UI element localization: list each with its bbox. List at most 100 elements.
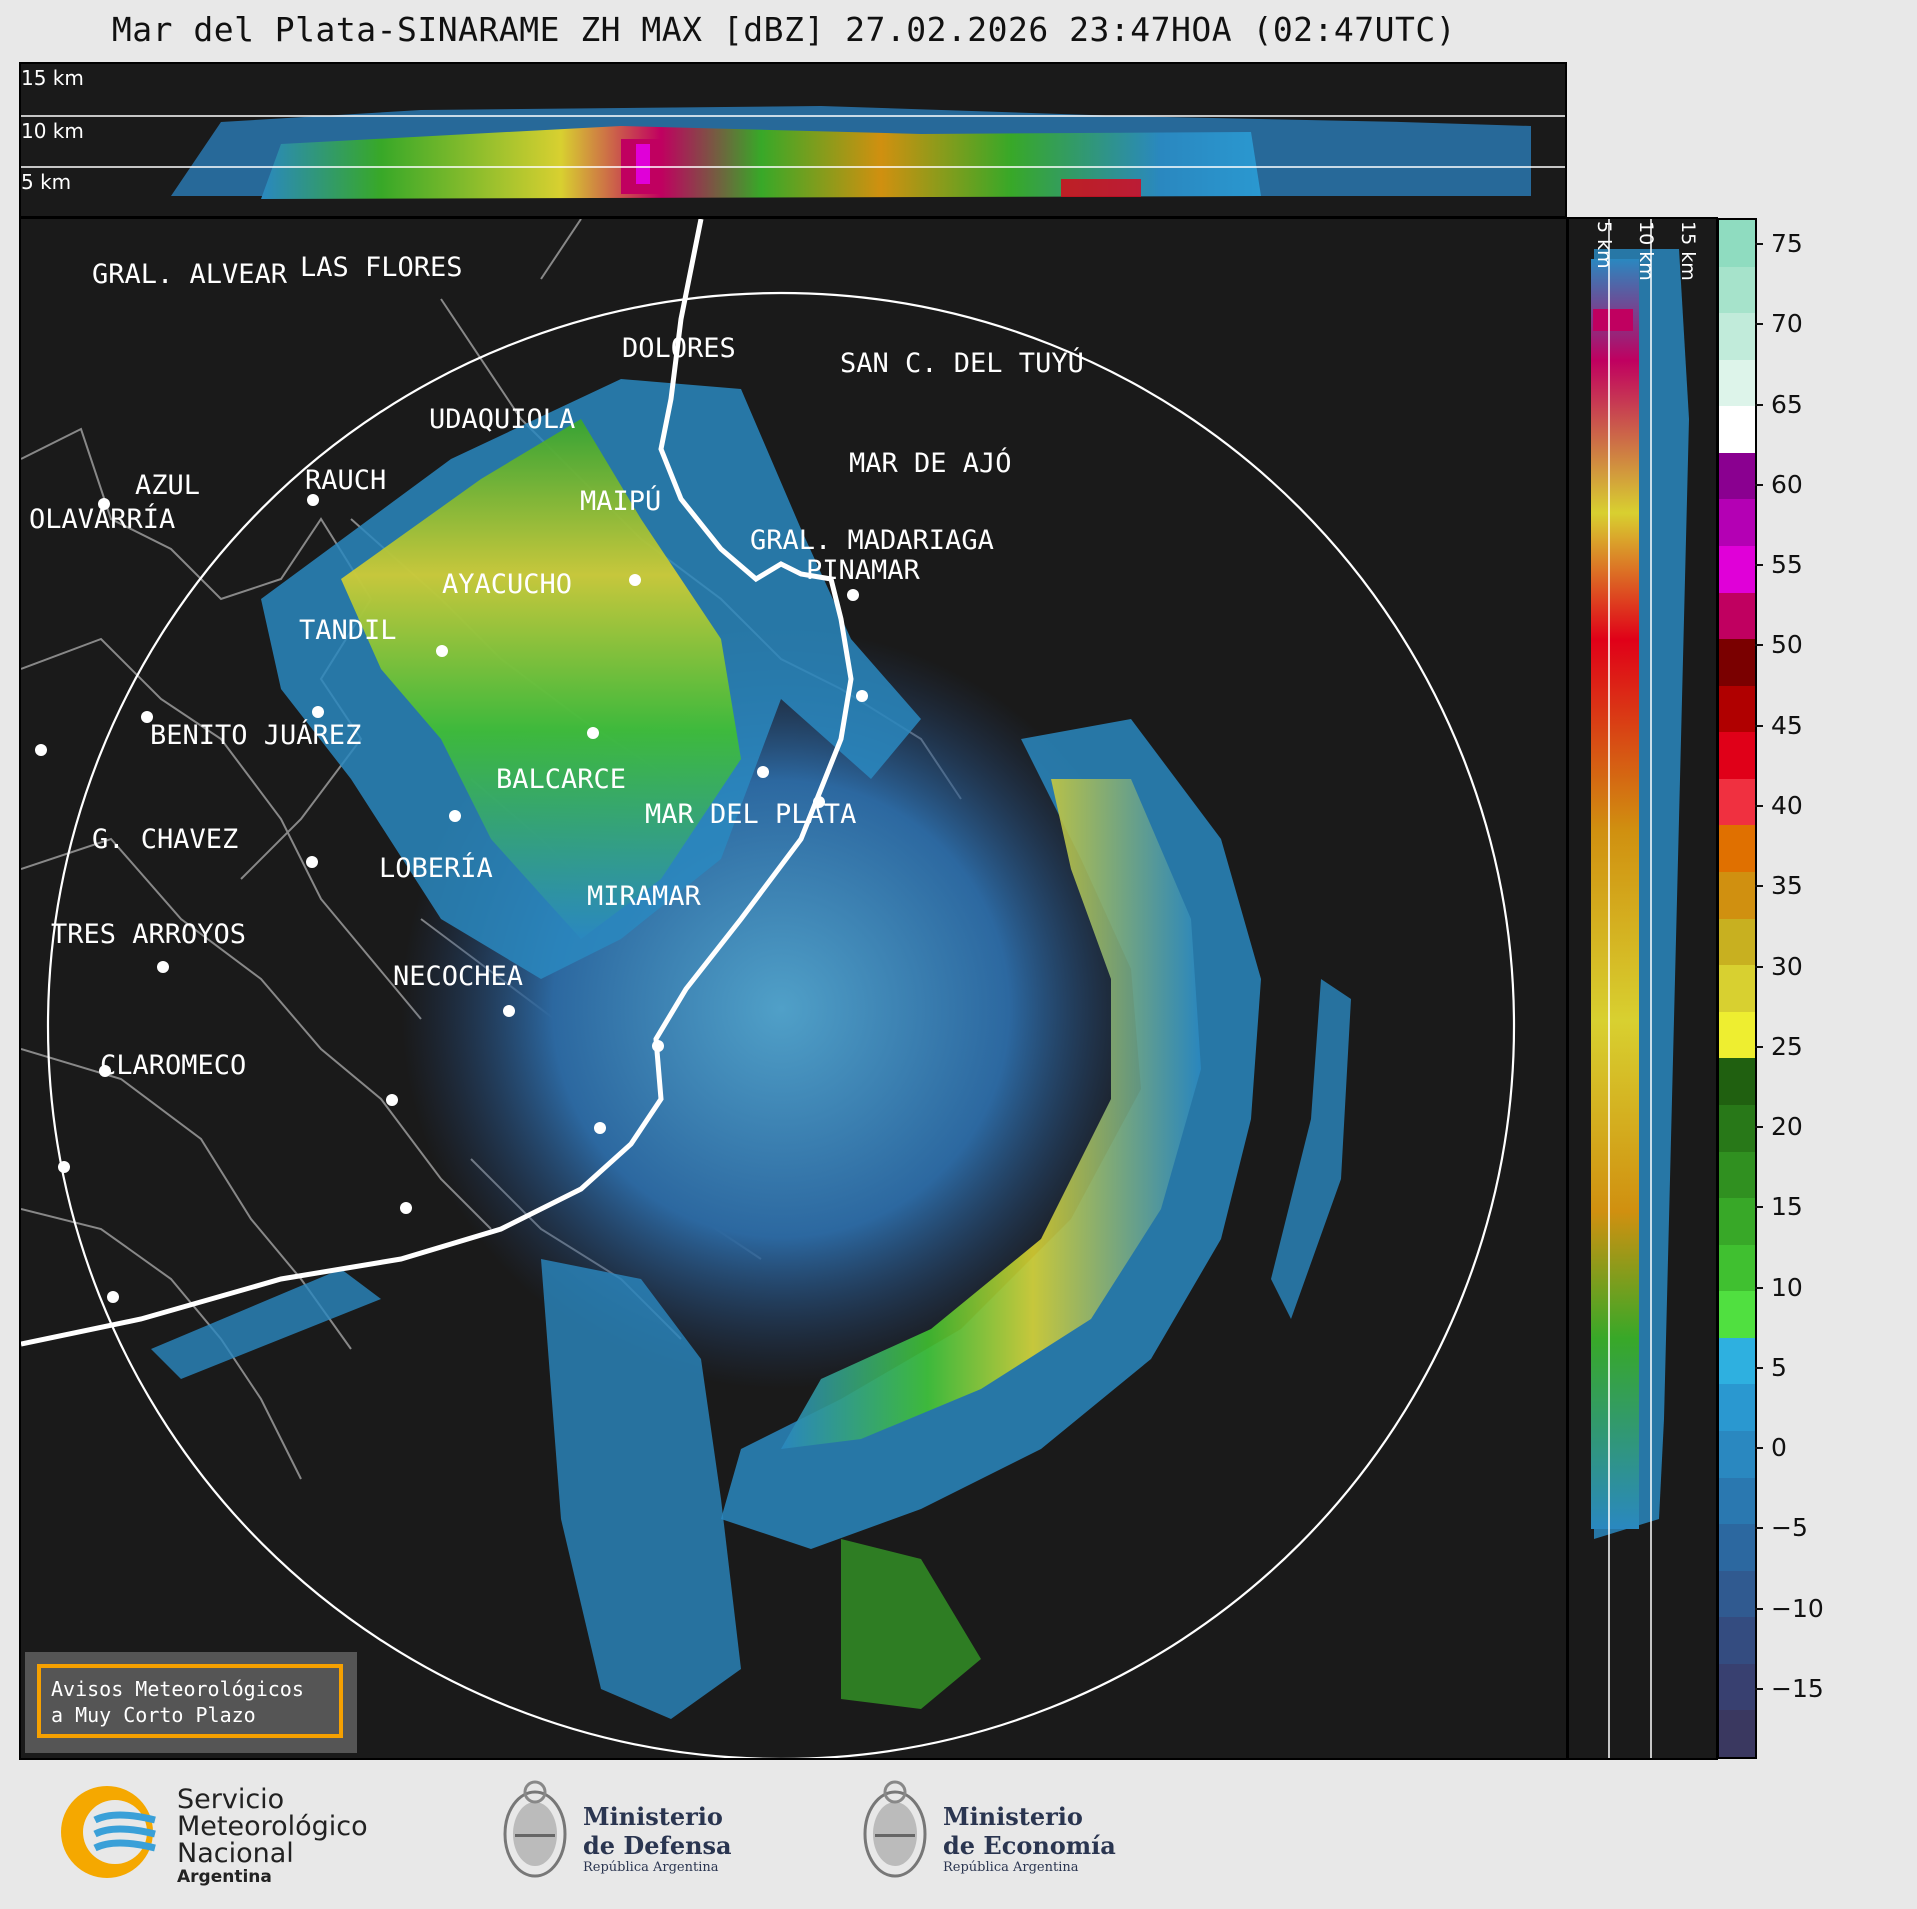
top-height-label-10: 10 km bbox=[21, 119, 84, 143]
side-cross-section-panel: 5 km 10 km 15 km bbox=[1567, 217, 1718, 1760]
colorbar-segment bbox=[1719, 872, 1755, 920]
city-label: TRES ARROYOS bbox=[51, 919, 247, 950]
colorbar-segment bbox=[1719, 1430, 1755, 1479]
city-label: RAUCH bbox=[305, 465, 387, 496]
smn-line-1: Servicio bbox=[177, 1784, 285, 1815]
smn-line-4: Argentina bbox=[177, 1867, 272, 1887]
colorbar-segment bbox=[1719, 1151, 1755, 1199]
colorbar-segment bbox=[1719, 685, 1755, 733]
colorbar-segment bbox=[1719, 592, 1755, 640]
colorbar-segment bbox=[1719, 778, 1755, 826]
colorbar-segment bbox=[1719, 965, 1755, 1013]
colorbar-segment bbox=[1719, 220, 1755, 268]
coastline bbox=[21, 219, 854, 1347]
side-height-label-5: 5 km bbox=[1593, 221, 1615, 269]
colorbar-segment bbox=[1719, 1291, 1755, 1339]
colorbar-tick-label: 75 bbox=[1755, 229, 1803, 258]
colorbar-segment bbox=[1719, 313, 1755, 361]
city-label: UDAQUIOLA bbox=[429, 404, 576, 435]
colorbar-tick-label: 15 bbox=[1755, 1192, 1803, 1221]
colorbar-segment bbox=[1719, 1570, 1755, 1618]
city-label: NECOCHEA bbox=[393, 961, 524, 992]
coat-of-arms-icon bbox=[863, 1780, 927, 1878]
colorbar-tick-label: 60 bbox=[1755, 470, 1803, 499]
city-label: AYACUCHO bbox=[442, 569, 573, 600]
colorbar-segment bbox=[1719, 732, 1755, 780]
colorbar-segment bbox=[1719, 1524, 1755, 1572]
colorbar-ticks: 75 70 65 60 55 50 45 40 35 30 25 20 15 10 5 0 −5 −10 −15 bbox=[1755, 218, 1857, 1759]
colorbar-segment bbox=[1719, 406, 1755, 454]
city-label: G. CHAVEZ bbox=[92, 824, 239, 855]
city-label: OLAVARRÍA bbox=[29, 504, 176, 535]
page-title: Mar del Plata-SINARAME ZH MAX [dBZ] 27.0… bbox=[111, 10, 1457, 49]
city-label: MAR DEL PLATA bbox=[645, 799, 857, 830]
colorbar-segment bbox=[1719, 1477, 1755, 1525]
defensa-line-1: Ministerio bbox=[583, 1802, 723, 1831]
defensa-logo: Ministerio de Defensa República Argentin… bbox=[495, 1772, 755, 1892]
city-label: BALCARCE bbox=[496, 764, 627, 795]
city-label: AZUL bbox=[135, 470, 201, 501]
colorbar-segment bbox=[1719, 1058, 1755, 1106]
city-markers bbox=[35, 494, 868, 1303]
top-cross-section-echo bbox=[21, 106, 1565, 199]
colorbar-segment bbox=[1719, 499, 1755, 547]
city-label: LAS FLORES bbox=[300, 252, 463, 283]
colorbar-tick-label: 10 bbox=[1755, 1273, 1803, 1302]
defensa-line-2: de Defensa bbox=[583, 1831, 732, 1860]
colorbar-tick-label: 45 bbox=[1755, 711, 1803, 740]
colorbar-segment bbox=[1719, 1104, 1755, 1152]
radar-map bbox=[21, 219, 1515, 1758]
city-label: PINAMAR bbox=[806, 555, 920, 586]
side-height-label-15: 15 km bbox=[1677, 221, 1699, 281]
city-label: GRAL. ALVEAR bbox=[92, 259, 288, 290]
city-label: SAN C. DEL TUYÚ bbox=[840, 348, 1084, 379]
colorbar-tick-label: 5 bbox=[1755, 1353, 1787, 1382]
economia-line-1: Ministerio bbox=[943, 1802, 1083, 1831]
colorbar-segment bbox=[1719, 1011, 1755, 1059]
city-label: TANDIL bbox=[299, 615, 397, 646]
colorbar-tick-label: 70 bbox=[1755, 309, 1803, 338]
colorbar-segment bbox=[1719, 1617, 1755, 1665]
colorbar-tick-label: −5 bbox=[1755, 1513, 1808, 1542]
economia-logo: Ministerio de Economía República Argenti… bbox=[855, 1772, 1135, 1892]
colorbar-segment bbox=[1719, 452, 1755, 500]
colorbar-segment bbox=[1719, 639, 1755, 687]
colorbar-segment bbox=[1719, 266, 1755, 314]
city-label: MAR DE AJÓ bbox=[849, 448, 1012, 479]
colorbar-tick-label: 20 bbox=[1755, 1112, 1803, 1141]
economia-line-2: de Economía bbox=[943, 1831, 1116, 1860]
colorbar-tick-label: 35 bbox=[1755, 871, 1803, 900]
colorbar-segment bbox=[1719, 359, 1755, 407]
warning-line-2: a Muy Corto Plazo bbox=[51, 1703, 256, 1727]
colorbar-tick-label: 40 bbox=[1755, 791, 1803, 820]
radar-map-panel[interactable]: GRAL. ALVEAR LAS FLORES DOLORES SAN C. D… bbox=[19, 217, 1568, 1760]
colorbar-segment bbox=[1719, 1384, 1755, 1432]
city-label: LOBERÍA bbox=[379, 853, 493, 884]
smn-emblem bbox=[61, 1786, 156, 1878]
warning-link[interactable]: Avisos Meteorológicos a Muy Corto Plazo bbox=[37, 1664, 343, 1738]
colorbar-segment bbox=[1719, 1337, 1755, 1385]
side-height-label-10: 10 km bbox=[1635, 221, 1657, 281]
colorbar-segment bbox=[1719, 825, 1755, 873]
top-cross-section-panel: 15 km 10 km 5 km bbox=[19, 62, 1567, 218]
colorbar-tick-label: −10 bbox=[1755, 1594, 1824, 1623]
city-label: GRAL. MADARIAGA bbox=[750, 525, 994, 556]
city-label: MIRAMAR bbox=[587, 881, 701, 912]
smn-line-2: Meteorológico bbox=[177, 1811, 368, 1842]
side-cross-section-echo bbox=[1591, 219, 1689, 1758]
colorbar-tick-label: −15 bbox=[1755, 1674, 1824, 1703]
colorbar-segment bbox=[1719, 918, 1755, 966]
defensa-line-3: República Argentina bbox=[583, 1860, 719, 1875]
warning-line-1: Avisos Meteorológicos bbox=[51, 1677, 304, 1701]
colorbar-tick-label: 65 bbox=[1755, 390, 1803, 419]
warning-box[interactable]: Avisos Meteorológicos a Muy Corto Plazo bbox=[25, 1652, 357, 1753]
smn-line-3: Nacional bbox=[177, 1838, 294, 1869]
colorbar-segment bbox=[1719, 1244, 1755, 1292]
city-label: DOLORES bbox=[622, 333, 736, 364]
colorbar-tick-label: 30 bbox=[1755, 952, 1803, 981]
colorbar-segment bbox=[1719, 1663, 1755, 1711]
colorbar bbox=[1717, 218, 1757, 1759]
colorbar-tick-label: 0 bbox=[1755, 1433, 1787, 1462]
colorbar-tick-label: 50 bbox=[1755, 630, 1803, 659]
top-height-label-15: 15 km bbox=[21, 66, 84, 90]
